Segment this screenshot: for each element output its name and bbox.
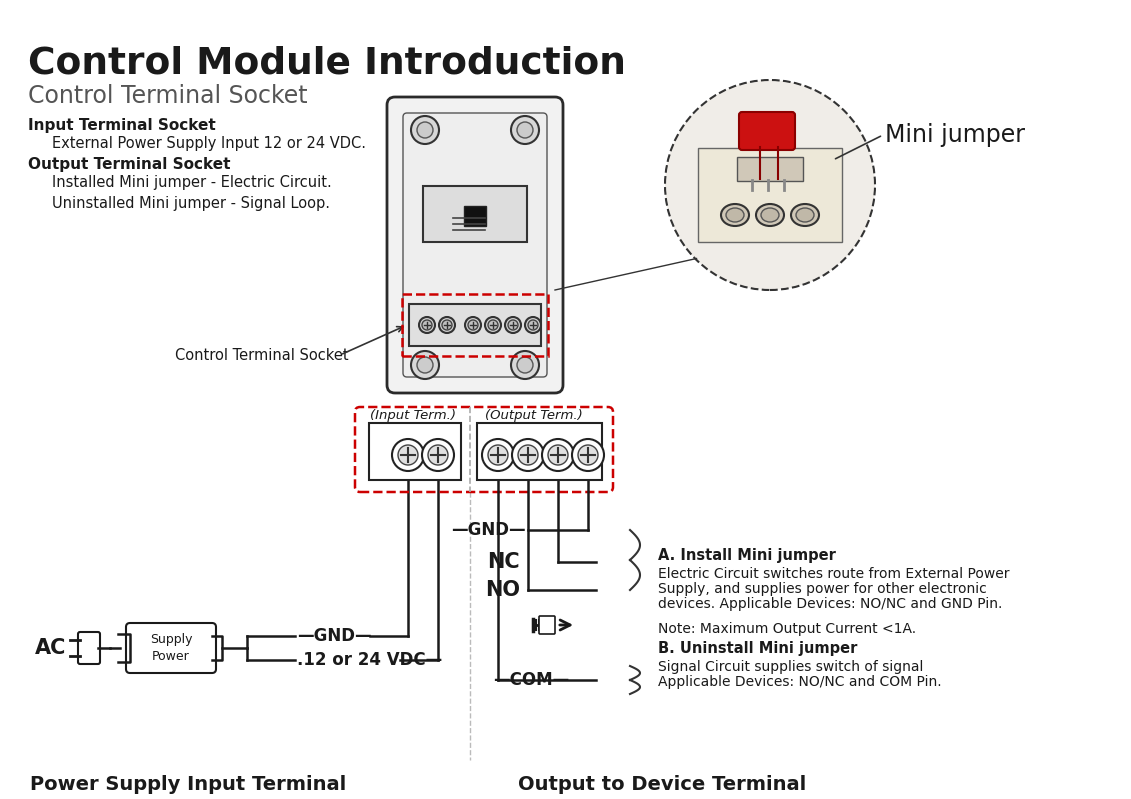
Text: (Input Term.): (Input Term.) <box>370 409 456 422</box>
Text: Supply: Supply <box>149 634 192 646</box>
Circle shape <box>418 317 435 333</box>
Circle shape <box>487 445 508 465</box>
Text: Output Terminal Socket: Output Terminal Socket <box>28 157 231 172</box>
Circle shape <box>465 317 481 333</box>
FancyBboxPatch shape <box>423 186 527 242</box>
Circle shape <box>517 122 533 138</box>
Circle shape <box>512 439 544 471</box>
Ellipse shape <box>791 204 819 226</box>
Circle shape <box>487 320 498 330</box>
Text: Applicable Devices: NO/NC and COM Pin.: Applicable Devices: NO/NC and COM Pin. <box>658 675 942 689</box>
FancyBboxPatch shape <box>698 148 841 242</box>
FancyBboxPatch shape <box>539 616 555 634</box>
FancyBboxPatch shape <box>477 423 602 480</box>
Text: Supply, and supplies power for other electronic: Supply, and supplies power for other ele… <box>658 582 986 596</box>
Text: Input Terminal Socket: Input Terminal Socket <box>28 118 216 133</box>
Text: —COM—: —COM— <box>493 671 569 689</box>
FancyBboxPatch shape <box>369 423 461 480</box>
Circle shape <box>439 317 455 333</box>
Text: Control Terminal Socket: Control Terminal Socket <box>175 348 348 363</box>
FancyBboxPatch shape <box>126 623 216 673</box>
Circle shape <box>517 357 533 373</box>
FancyBboxPatch shape <box>78 632 100 664</box>
Text: +: + <box>432 431 443 445</box>
Circle shape <box>549 445 568 465</box>
Text: —GND—: —GND— <box>297 627 372 645</box>
FancyBboxPatch shape <box>403 113 547 377</box>
Circle shape <box>422 320 432 330</box>
Text: Output to Device Terminal: Output to Device Terminal <box>518 775 806 794</box>
FancyBboxPatch shape <box>387 97 563 393</box>
Text: NC: NC <box>487 552 520 572</box>
Circle shape <box>511 116 539 144</box>
Text: -: - <box>586 431 590 444</box>
Text: External Power Supply Input 12 or 24 VDC.: External Power Supply Input 12 or 24 VDC… <box>52 136 366 151</box>
Circle shape <box>417 357 433 373</box>
Circle shape <box>508 320 518 330</box>
Text: Control Terminal Socket: Control Terminal Socket <box>28 84 308 108</box>
Circle shape <box>392 439 424 471</box>
Text: Note: Maximum Output Current <1A.: Note: Maximum Output Current <1A. <box>658 622 916 636</box>
Text: NC: NC <box>549 431 567 444</box>
Ellipse shape <box>761 208 779 222</box>
Text: Control Module Introduction: Control Module Introduction <box>28 45 625 81</box>
Text: Power: Power <box>153 650 190 662</box>
Circle shape <box>572 439 604 471</box>
Circle shape <box>525 317 541 333</box>
Ellipse shape <box>756 204 784 226</box>
Circle shape <box>665 80 875 290</box>
Text: Installed Mini jumper - Electric Circuit.: Installed Mini jumper - Electric Circuit… <box>52 175 331 190</box>
Text: Mini jumper: Mini jumper <box>884 123 1025 147</box>
FancyBboxPatch shape <box>739 112 795 150</box>
Text: Signal Circuit supplies switch of signal: Signal Circuit supplies switch of signal <box>658 660 923 674</box>
Ellipse shape <box>796 208 814 222</box>
Text: NO: NO <box>518 431 537 444</box>
FancyBboxPatch shape <box>409 304 541 346</box>
Text: AC: AC <box>35 638 67 658</box>
Text: .12 or 24 VDC—: .12 or 24 VDC— <box>297 651 442 669</box>
Text: —GND—: —GND— <box>451 521 526 539</box>
Ellipse shape <box>720 204 749 226</box>
Ellipse shape <box>726 208 744 222</box>
Circle shape <box>422 439 454 471</box>
Text: Uninstalled Mini jumper - Signal Loop.: Uninstalled Mini jumper - Signal Loop. <box>52 196 330 211</box>
Circle shape <box>511 351 539 379</box>
Circle shape <box>417 122 433 138</box>
Circle shape <box>411 351 439 379</box>
Text: NO: NO <box>485 580 520 600</box>
Circle shape <box>411 116 439 144</box>
Circle shape <box>468 320 478 330</box>
Text: devices. Applicable Devices: NO/NC and GND Pin.: devices. Applicable Devices: NO/NC and G… <box>658 597 1002 611</box>
Text: -: - <box>406 431 411 445</box>
Circle shape <box>542 439 575 471</box>
Circle shape <box>428 445 448 465</box>
Text: COM: COM <box>483 431 512 444</box>
Circle shape <box>442 320 452 330</box>
Circle shape <box>485 317 501 333</box>
Circle shape <box>528 320 538 330</box>
FancyBboxPatch shape <box>464 206 486 226</box>
Circle shape <box>398 445 418 465</box>
Circle shape <box>506 317 521 333</box>
Circle shape <box>518 445 538 465</box>
Text: Power Supply Input Terminal: Power Supply Input Terminal <box>31 775 346 794</box>
Circle shape <box>482 439 513 471</box>
Circle shape <box>578 445 598 465</box>
Text: (Output Term.): (Output Term.) <box>485 409 582 422</box>
Text: B. Uninstall Mini jumper: B. Uninstall Mini jumper <box>658 641 857 656</box>
Text: A. Install Mini jumper: A. Install Mini jumper <box>658 548 836 563</box>
FancyBboxPatch shape <box>737 157 803 181</box>
Text: Electric Circuit switches route from External Power: Electric Circuit switches route from Ext… <box>658 567 1010 581</box>
